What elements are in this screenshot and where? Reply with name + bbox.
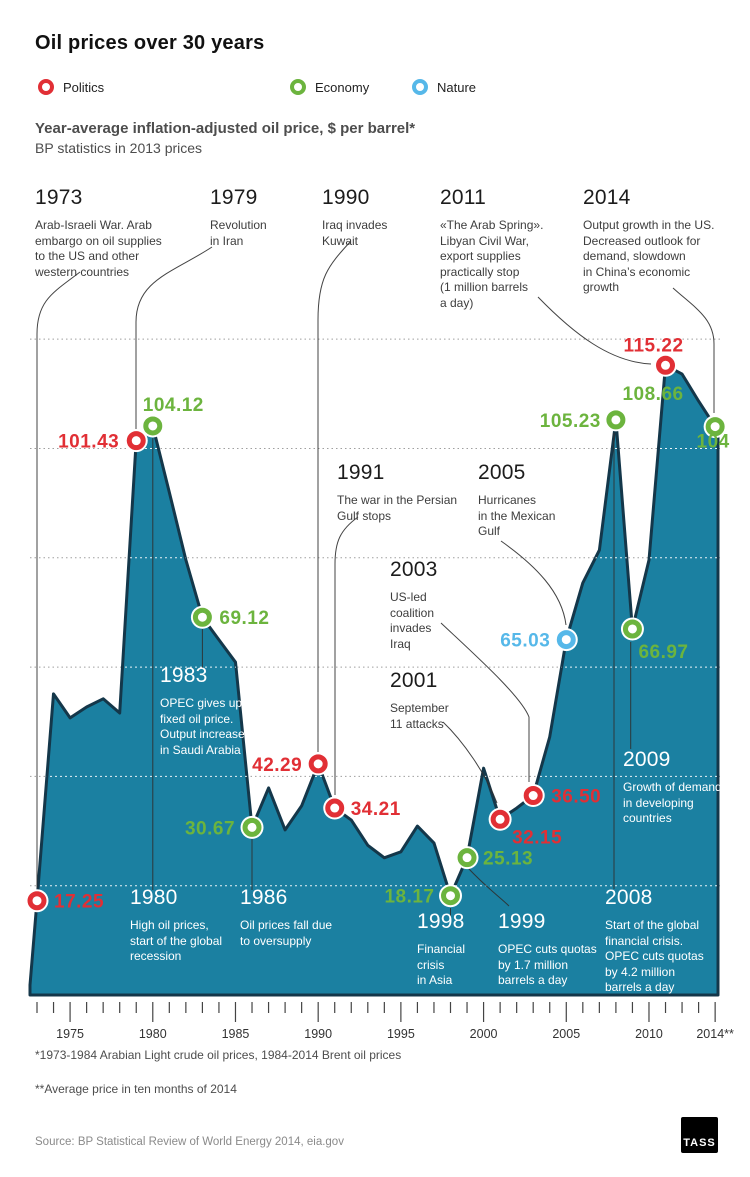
value-label-1998: 18.17: [384, 887, 434, 908]
footnote-2014-average: **Average price in ten months of 2014: [35, 1082, 237, 1096]
marker-1998-economy: [441, 886, 460, 906]
value-label-1986: 30.67: [185, 818, 235, 839]
annotation-2008: 2008 Start of the global financial crisi…: [605, 886, 704, 994]
annotation-1983: 1983 OPEC gives up fixed oil price. Outp…: [160, 664, 245, 757]
annotation-2005: 2005 Hurricanes in the Mexican Gulf: [478, 461, 556, 538]
legend-label-economy: Economy: [315, 79, 370, 95]
value-label-1999: 25.13: [483, 849, 533, 870]
marker-2005-nature: [556, 630, 576, 650]
value-label-2011: 115.22: [623, 335, 683, 356]
leader-lines: [36, 241, 715, 916]
marker-1999-economy: [457, 848, 477, 868]
x-axis-label-2005: 2005: [552, 1027, 580, 1041]
annotation-1999: 1999 OPEC cuts quotas by 1.7 million bar…: [498, 910, 597, 987]
value-label-1991: 34.21: [351, 799, 401, 820]
x-axis-label-2014: 2014**: [696, 1027, 734, 1041]
annotation-2009: 2009 Growth of demand in developing coun…: [623, 748, 722, 825]
x-axis-label-2000: 2000: [470, 1027, 498, 1041]
source-line: Source: BP Statistical Review of World E…: [35, 1136, 344, 1148]
page-title: Oil prices over 30 years: [35, 32, 265, 54]
legend-label-nature: Nature: [437, 79, 477, 95]
marker-1979-politics: [126, 431, 146, 451]
marker-1983-economy: [192, 607, 212, 627]
marker-2011-politics: [656, 355, 676, 375]
marker-2003-politics: [523, 786, 543, 806]
value-label-2008: 105.23: [540, 411, 601, 432]
marker-1991-politics: [325, 798, 345, 818]
value-label-1980: 104.12: [143, 395, 204, 416]
footnote-price-series: *1973-1984 Arabian Light crude oil price…: [35, 1048, 402, 1062]
value-label-1979: 101.43: [58, 432, 119, 453]
legend-item-nature: Nature: [412, 79, 476, 95]
nature-ring-icon: [412, 79, 428, 95]
annotation-2011: 2011 «The Arab Spring». Libyan Civil War…: [440, 186, 544, 310]
value-label-2013: 108.66: [622, 384, 683, 405]
value-label-1973: 17.25: [54, 892, 104, 913]
x-axis-label-1995: 1995: [387, 1027, 415, 1041]
chart-subtitle: Year-average inflation-adjusted oil pric…: [35, 120, 416, 137]
value-label-1990: 42.29: [252, 755, 302, 776]
annotation-2014: 2014 Output growth in the US. Decreased …: [583, 186, 715, 294]
marker-2009-economy: [622, 619, 642, 639]
value-label-2005: 65.03: [500, 631, 550, 652]
annotation-1986: 1986 Oil prices fall due to oversupply: [240, 886, 333, 948]
economy-ring-icon: [290, 79, 306, 95]
chart-subtitle-note: BP statistics in 2013 prices: [35, 140, 203, 156]
value-label-2014: 104: [697, 432, 730, 453]
data-point-labels: 17.25 101.43 104.12 69.12 30.67 42.29 34.21 18.…: [54, 335, 730, 913]
annotation-2001: 2001 September 11 attacks: [390, 669, 449, 731]
tass-logo-text: TASS: [683, 1137, 716, 1149]
value-label-2001: 32.15: [512, 827, 562, 848]
legend-item-economy: Economy: [290, 79, 369, 95]
x-axis-label-1975: 1975: [56, 1027, 84, 1041]
x-axis-label-1990: 1990: [304, 1027, 332, 1041]
marker-2008-economy: [606, 410, 626, 430]
marker-1990-politics: [308, 754, 328, 774]
x-axis-label-1985: 1985: [222, 1027, 250, 1041]
data-point-markers: [25, 353, 727, 913]
x-axis-label-1980: 1980: [139, 1027, 167, 1041]
legend-item-politics: Politics: [38, 79, 104, 95]
tass-logo: TASS: [681, 1117, 718, 1153]
marker-1980-economy: [143, 416, 163, 436]
annotation-1990: 1990 Iraq invades Kuwait: [322, 186, 388, 248]
annotation-1980: 1980 High oil prices, start of the globa…: [130, 886, 223, 963]
annotation-1979: 1979 Revolution in Iran: [210, 186, 267, 248]
annotation-1991: 1991 The war in the Persian Gulf stops: [337, 461, 458, 523]
value-label-2003: 36.50: [551, 787, 601, 808]
politics-ring-icon: [38, 79, 54, 95]
x-axis-label-2010: 2010: [635, 1027, 663, 1041]
marker-2014-economy: [705, 417, 725, 437]
value-label-1983: 69.12: [219, 608, 269, 629]
annotation-1998: 1998 Financial crisis in Asia: [417, 910, 466, 987]
annotation-2003: 2003 US-led coalition invades Iraq: [390, 558, 438, 651]
x-axis: 1975 1980 1985 1990 1995 2000 2005 2010 2014**: [36, 1002, 734, 1041]
marker-2001-politics: [490, 809, 510, 829]
annotation-1973: 1973 Arab-Israeli War. Arab embargo on o…: [35, 186, 162, 279]
legend-label-politics: Politics: [63, 79, 105, 95]
value-label-2009: 66.97: [638, 642, 688, 663]
marker-1973-politics: [27, 891, 47, 911]
marker-1986-economy: [242, 817, 262, 837]
